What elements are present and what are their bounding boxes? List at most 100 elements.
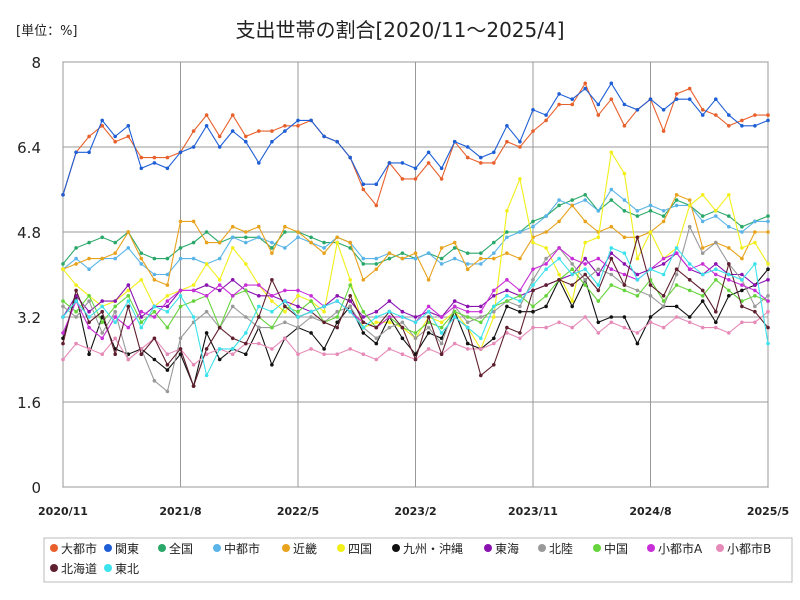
data-point [544,304,548,309]
data-point [426,150,431,155]
data-point [335,325,340,330]
data-point [322,134,326,139]
data-point [309,118,313,123]
data-point [191,384,196,388]
data-point [479,336,483,341]
data-point [570,203,574,208]
data-point [87,309,91,314]
data-point [139,309,144,314]
data-point [113,315,117,319]
data-point [570,262,574,266]
data-point [766,267,770,272]
data-point [596,267,601,272]
data-point [727,224,731,229]
legend-label: 中都市 [224,541,260,556]
data-point [87,320,91,325]
data-point [387,251,392,255]
data-point [714,272,718,277]
data-point [152,256,157,261]
data-point [61,315,65,319]
data-point [178,294,183,298]
data-point [596,320,601,325]
legend-label: 中国 [604,541,628,556]
data-point [165,389,170,394]
data-point [230,224,235,229]
data-point [439,336,444,341]
data-point [257,304,261,309]
data-point [204,294,209,298]
data-point [335,240,340,245]
data-point [452,304,457,309]
data-point [348,304,353,309]
data-point [387,347,392,351]
data-point [452,299,457,303]
data-point [413,251,418,255]
data-point [217,347,222,351]
data-point [766,219,770,224]
data-point [270,139,274,144]
data-point [492,304,496,309]
data-point [687,224,692,229]
data-point [113,134,117,139]
data-point [126,124,131,128]
data-point [335,139,340,144]
data-point [518,288,522,293]
data-point [492,363,496,367]
data-point [139,320,144,325]
data-point [583,86,587,91]
data-point [100,118,104,123]
data-point [505,124,509,128]
data-point [283,299,287,303]
data-point [230,347,235,351]
data-point [178,304,183,309]
data-point [126,325,131,330]
data-point [648,283,653,287]
data-point [609,246,614,250]
data-point [753,288,757,293]
x-tick-label: 2023/11 [508,505,558,518]
data-point [505,304,509,309]
data-point [426,315,431,319]
series-九州・沖縄 [61,267,770,388]
legend-label: 近畿 [293,542,317,556]
data-point [479,256,483,261]
data-point [766,113,770,117]
data-point [348,294,353,298]
data-point [152,357,157,362]
data-point [244,139,248,144]
data-point [727,124,731,128]
data-point [518,256,522,261]
data-point [439,325,444,330]
data-point [661,304,666,309]
data-point [700,246,705,250]
data-point [87,150,91,155]
data-point [348,309,353,314]
legend-marker [337,544,345,552]
data-point [270,363,274,367]
data-point [570,299,574,303]
data-point [152,161,157,165]
legend-marker [538,544,546,552]
legend-marker [716,544,724,552]
data-point [296,325,300,330]
data-point [230,113,235,117]
data-point [492,161,496,165]
data-point [766,262,770,266]
data-point [740,288,744,293]
data-point [126,283,131,287]
data-point [100,352,104,357]
data-point [74,246,78,250]
data-point [283,336,287,341]
data-point [609,187,614,192]
data-point [492,150,496,155]
data-point [635,108,640,112]
data-point [700,108,705,112]
data-point [230,246,235,250]
data-point [714,214,718,218]
data-point [204,309,209,314]
data-point [309,240,313,245]
data-point [465,325,470,330]
data-point [244,288,248,293]
x-tick-label: 2020/11 [38,505,88,518]
data-point [113,299,117,303]
